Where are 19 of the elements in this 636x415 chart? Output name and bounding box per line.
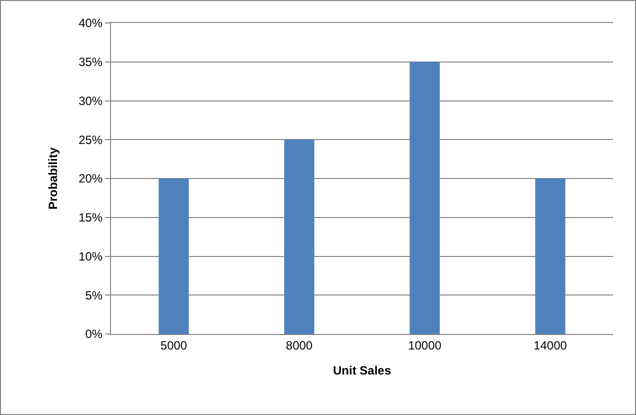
y-tick-label: 15% bbox=[78, 210, 103, 225]
y-axis-title: Probability bbox=[46, 147, 60, 210]
y-tick-label: 5% bbox=[85, 288, 103, 302]
bar bbox=[535, 178, 566, 334]
bar bbox=[410, 62, 440, 334]
x-tick-label: 5000 bbox=[160, 338, 188, 352]
y-tick-label: 35% bbox=[78, 55, 103, 70]
y-tick-label: 40% bbox=[78, 16, 103, 30]
y-tick-label: 25% bbox=[78, 132, 103, 147]
x-axis-title: Unit Sales bbox=[332, 363, 392, 378]
x-tick-label: 14000 bbox=[534, 338, 568, 352]
y-tick-label: 10% bbox=[78, 249, 103, 264]
bar bbox=[158, 178, 189, 334]
y-tick-label: 30% bbox=[78, 94, 103, 108]
y-tick-label: 20% bbox=[78, 172, 103, 186]
bar bbox=[284, 140, 314, 334]
x-tick-label: 8000 bbox=[286, 338, 313, 352]
y-tick-label: 0% bbox=[85, 327, 103, 342]
x-tick-label: 10000 bbox=[408, 338, 442, 352]
